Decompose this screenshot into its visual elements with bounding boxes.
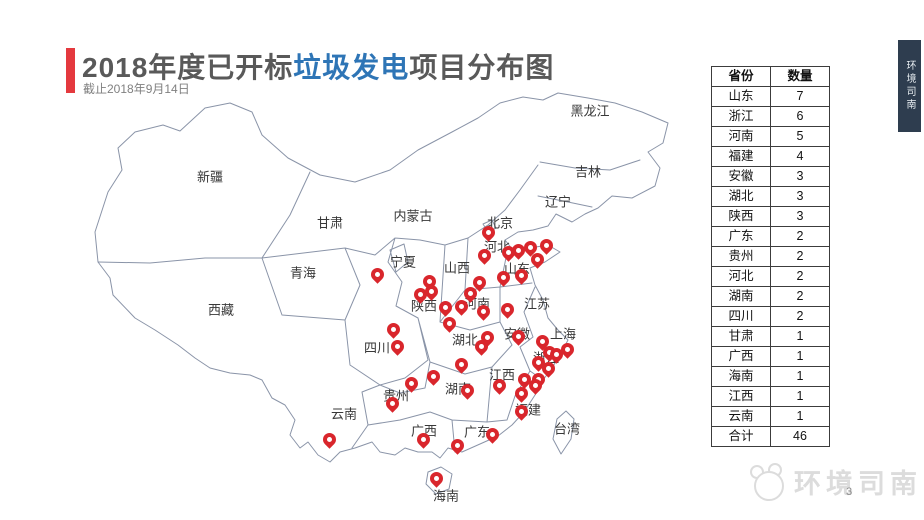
- province-label: 台湾: [553, 421, 581, 437]
- cell-province: 湖北: [711, 186, 771, 207]
- cell-province: 山东: [711, 86, 771, 107]
- cell-province: 陕西: [711, 206, 771, 227]
- cell-province: 四川: [711, 306, 771, 327]
- watermark-mascot-icon: [748, 462, 786, 501]
- title-prefix: 2018年度已开标: [82, 52, 294, 83]
- table-row: 四川 2: [711, 306, 830, 327]
- cell-count: 3: [770, 186, 830, 207]
- province-label: 陕西: [410, 298, 438, 314]
- watermark-text: 环境司南: [794, 469, 922, 499]
- cell-province: 广东: [711, 226, 771, 247]
- cell-count: 4: [770, 146, 830, 167]
- province-label: 西藏: [207, 302, 235, 318]
- table-row: 江西 1: [711, 386, 830, 407]
- province-label: 辽宁: [544, 194, 572, 210]
- cell-province: 合计: [711, 426, 771, 447]
- table-row: 河南 5: [711, 126, 830, 147]
- side-tab: 环境司南: [898, 40, 921, 132]
- table-row: 合计 46: [711, 426, 830, 447]
- table-row: 山东 7: [711, 86, 830, 107]
- province-label: 青海: [289, 265, 317, 281]
- province-label: 海南: [432, 488, 460, 504]
- subtitle-date: 截止2018年9月14日: [83, 82, 190, 96]
- table-row: 广西 1: [711, 346, 830, 367]
- table-header-row: 省份 数量: [711, 66, 830, 87]
- table-row: 河北 2: [711, 266, 830, 287]
- cell-count: 2: [770, 286, 830, 307]
- cell-province: 广西: [711, 346, 771, 367]
- cell-province: 河南: [711, 126, 771, 147]
- province-label: 黑龙江: [570, 103, 610, 119]
- cell-province: 河北: [711, 266, 771, 287]
- province-label: 山西: [443, 260, 471, 276]
- province-label: 宁夏: [389, 254, 417, 270]
- cell-count: 2: [770, 306, 830, 327]
- cell-province: 浙江: [711, 106, 771, 127]
- table-row: 安徽 3: [711, 166, 830, 187]
- province-label: 甘肃: [316, 215, 344, 231]
- cell-count: 1: [770, 406, 830, 427]
- cell-province: 甘肃: [711, 326, 771, 347]
- province-label: 吉林: [574, 164, 602, 180]
- table-row: 陕西 3: [711, 206, 830, 227]
- cell-count: 1: [770, 386, 830, 407]
- province-label: 内蒙古: [393, 208, 433, 224]
- province-count-table: 省份 数量 山东 7 浙江 6 河南 5 福建 4 安徽 3 湖北 3 陕西 3 广东 2 贵州 2 河北 2 湖南 2 四…: [711, 66, 830, 447]
- province-label: 广东: [463, 424, 491, 440]
- title-highlight: 垃圾发电: [293, 52, 410, 83]
- table-row: 浙江 6: [711, 106, 830, 127]
- table-row: 云南 1: [711, 406, 830, 427]
- watermark: 环境司南: [748, 462, 922, 501]
- cell-province: 海南: [711, 366, 771, 387]
- province-label: 江苏: [523, 296, 551, 312]
- cell-province: 贵州: [711, 246, 771, 267]
- side-tab-label: 环境司南: [904, 60, 915, 112]
- cell-province: 江西: [711, 386, 771, 407]
- cell-count: 2: [770, 246, 830, 267]
- table-row: 广东 2: [711, 226, 830, 247]
- cell-province: 云南: [711, 406, 771, 427]
- cell-count: 2: [770, 226, 830, 247]
- page-number: 3: [846, 486, 853, 498]
- province-label: 上海: [549, 326, 577, 342]
- table-row: 湖南 2: [711, 286, 830, 307]
- china-map-outline: [94, 92, 669, 495]
- cell-count: 3: [770, 206, 830, 227]
- province-label: 四川: [363, 340, 391, 356]
- cell-count: 7: [770, 86, 830, 107]
- title-suffix: 项目分布图: [409, 52, 555, 83]
- cell-province: 福建: [711, 146, 771, 167]
- province-label: 云南: [330, 406, 358, 422]
- cell-count: 1: [770, 346, 830, 367]
- province-label: 北京: [486, 215, 514, 231]
- table-row: 海南 1: [711, 366, 830, 387]
- table-row: 贵州 2: [711, 246, 830, 267]
- cell-count: 1: [770, 326, 830, 347]
- header-province: 省份: [711, 66, 771, 87]
- title-accent-bar: [66, 48, 75, 93]
- province-label: 湖北: [451, 332, 479, 348]
- cell-count: 6: [770, 106, 830, 127]
- table-row: 湖北 3: [711, 186, 830, 207]
- header-count: 数量: [770, 66, 830, 87]
- table-row: 甘肃 1: [711, 326, 830, 347]
- province-label: 新疆: [196, 169, 224, 185]
- page-title: 2018年度已开标垃圾发电项目分布图: [82, 46, 554, 86]
- cell-count: 46: [770, 426, 830, 447]
- cell-count: 1: [770, 366, 830, 387]
- cell-province: 安徽: [711, 166, 771, 187]
- cell-count: 3: [770, 166, 830, 187]
- table-row: 福建 4: [711, 146, 830, 167]
- cell-province: 湖南: [711, 286, 771, 307]
- cell-count: 5: [770, 126, 830, 147]
- cell-count: 2: [770, 266, 830, 287]
